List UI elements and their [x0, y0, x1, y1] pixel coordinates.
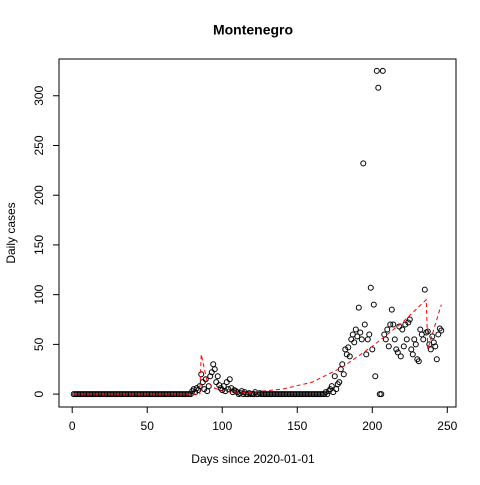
x-tick-label: 50: [141, 419, 155, 433]
data-point: [403, 336, 410, 343]
data-point: [378, 391, 385, 398]
data-point: [363, 351, 370, 358]
data-point: [411, 336, 418, 343]
data-point: [226, 376, 233, 383]
data-point: [415, 358, 422, 365]
y-tick-label: 0: [32, 390, 46, 397]
data-point: [195, 387, 202, 394]
data-point: [420, 336, 427, 343]
data-point: [330, 389, 337, 396]
data-point: [430, 339, 437, 346]
y-tick-label: 200: [32, 185, 46, 205]
data-point: [393, 346, 400, 353]
data-point: [390, 321, 397, 328]
data-point: [382, 336, 389, 343]
data-point: [370, 301, 377, 308]
data-point: [219, 387, 226, 394]
data-point: [367, 284, 374, 291]
data-point: [360, 160, 367, 167]
data-point: [340, 371, 347, 378]
data-point: [210, 361, 217, 368]
data-point: [399, 326, 406, 333]
x-axis-label: Days since 2020-01-01: [191, 452, 315, 466]
data-point: [408, 346, 415, 353]
data-point: [432, 343, 439, 350]
y-tick-label: 250: [32, 135, 46, 155]
x-tick-label: 250: [437, 419, 457, 433]
data-point: [405, 319, 412, 326]
data-point: [388, 306, 395, 313]
data-point: [354, 333, 361, 340]
data-point: [357, 329, 364, 336]
data-point: [213, 379, 220, 386]
data-point: [361, 321, 368, 328]
data-point: [406, 316, 413, 323]
data-point: [435, 331, 442, 338]
data-point: [331, 373, 338, 380]
y-tick-label: 150: [32, 235, 46, 255]
data-point: [364, 336, 371, 343]
y-tick-label: 50: [32, 337, 46, 351]
data-point: [438, 327, 445, 334]
y-tick-label: 300: [32, 85, 46, 105]
y-axis-label: Daily cases: [4, 202, 18, 263]
data-point: [351, 339, 358, 346]
data-point: [358, 336, 365, 343]
data-point: [384, 326, 391, 333]
data-point: [324, 391, 331, 398]
data-point: [429, 333, 436, 340]
data-point: [345, 344, 352, 351]
data-point: [348, 336, 355, 343]
chart-title: Montenegro: [213, 22, 293, 38]
data-point: [355, 304, 362, 311]
data-point: [346, 353, 353, 360]
data-point: [375, 84, 382, 91]
data-point: [238, 388, 245, 395]
data-point: [336, 379, 343, 386]
data-point: [214, 373, 221, 380]
data-point: [202, 376, 209, 383]
data-point: [433, 356, 440, 363]
fit-line: [73, 298, 442, 395]
data-point: [328, 383, 335, 390]
data-point: [333, 386, 340, 393]
data-point: [373, 67, 380, 74]
data-point: [223, 379, 230, 386]
x-tick-label: 200: [362, 419, 382, 433]
data-point: [421, 286, 428, 293]
x-tick-label: 100: [212, 419, 232, 433]
data-point: [352, 326, 359, 333]
data-point: [198, 371, 205, 378]
x-tick-label: 150: [287, 419, 307, 433]
data-point: [372, 373, 379, 380]
data-point: [208, 369, 215, 376]
data-point: [385, 343, 392, 350]
data-point: [199, 379, 206, 386]
data-point: [394, 349, 401, 356]
data-point: [427, 346, 434, 353]
data-point: [387, 321, 394, 328]
data-point: [396, 323, 403, 330]
data-point: [379, 67, 386, 74]
data-point: [412, 341, 419, 348]
data-point: [391, 336, 398, 343]
x-tick-label: 0: [69, 419, 76, 433]
data-point: [366, 331, 373, 338]
data-point: [207, 373, 214, 380]
y-tick-label: 100: [32, 284, 46, 304]
data-point: [400, 343, 407, 350]
data-point: [327, 386, 334, 393]
data-point: [397, 353, 404, 360]
data-point: [211, 366, 218, 373]
data-point: [417, 326, 424, 333]
data-point: [409, 351, 416, 358]
